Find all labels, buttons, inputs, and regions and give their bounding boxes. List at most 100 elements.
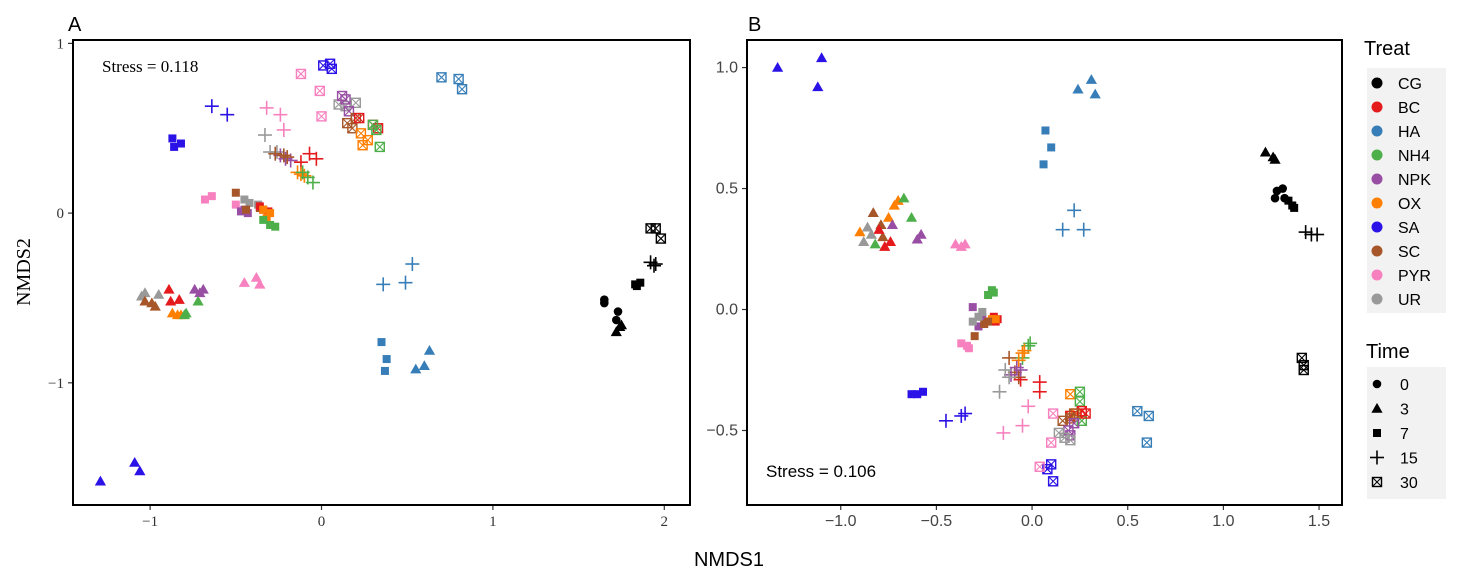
x-tick-label: 0.0	[1021, 513, 1043, 530]
point-pyr-t7	[200, 195, 209, 204]
point-cg-t0	[1278, 184, 1287, 193]
point-sc-t3	[149, 300, 161, 311]
point-nh4-t3	[869, 238, 881, 249]
point-nh4-t30	[371, 124, 382, 136]
legend-time-label-15: 15	[1400, 451, 1418, 468]
point-nh4-t3	[192, 295, 204, 306]
point-sa-t3	[772, 61, 784, 72]
point-cg-t15	[1310, 227, 1325, 242]
point-npk-t7	[974, 322, 983, 331]
point-ha-t15	[405, 257, 420, 272]
legend-time-symbol-0	[1372, 379, 1382, 389]
point-sa-t7	[907, 390, 916, 399]
panel-b-letter: B	[748, 14, 761, 36]
point-ha-t3	[1089, 88, 1101, 99]
point-cg-t7	[1284, 196, 1293, 205]
point-ha-t3	[423, 344, 436, 355]
point-cg-t3	[1259, 146, 1272, 157]
point-ha-t7	[382, 355, 391, 364]
point-pyr-t7	[957, 339, 966, 348]
point-pyr-t30	[314, 85, 325, 97]
point-sa-t15	[954, 408, 969, 423]
point-bc-t3	[163, 283, 175, 294]
y-tick-label: 0	[57, 206, 65, 222]
point-ha-t15	[1055, 222, 1070, 237]
point-sa-t15	[938, 413, 953, 428]
point-nh4-t30	[374, 141, 385, 153]
legend-label-nh4: NH4	[1398, 148, 1430, 165]
point-ha-t7	[380, 366, 389, 375]
point-ox-t15	[1015, 346, 1030, 361]
point-ur-t7	[240, 195, 249, 204]
legend-time-label-30: 30	[1400, 475, 1418, 492]
point-sc-t15	[276, 148, 291, 163]
point-cg-t15	[647, 258, 662, 273]
point-npk-t3	[915, 228, 927, 239]
point-sc-t15	[280, 150, 295, 165]
point-cg-t30	[1298, 364, 1309, 376]
legend-label-ha: HA	[1398, 124, 1421, 141]
legend-time-label-0: 0	[1400, 377, 1409, 394]
point-nh4-t3	[905, 211, 918, 222]
point-npk-t7	[968, 303, 977, 312]
point-bc-t3	[879, 241, 891, 251]
legend-time-label-7: 7	[1400, 426, 1409, 443]
y-tick-label: 0.5	[716, 181, 738, 198]
point-pyr-t7	[964, 344, 973, 353]
point-sa-t3	[94, 475, 107, 486]
legend-swatch-sa	[1371, 221, 1383, 233]
point-sa-t3	[129, 456, 141, 467]
legend-label-pyr: PYR	[1398, 268, 1431, 285]
panel-a-plot-area: −1 0 1 2 −1 0 1	[48, 36, 691, 530]
point-sa-t3	[812, 81, 824, 92]
point-sc-t3	[139, 295, 151, 306]
point-pyr-t15	[1021, 399, 1036, 414]
x-tick-label: 0	[318, 514, 326, 530]
point-nh4-t7	[271, 222, 280, 231]
point-ha-t30	[1141, 437, 1153, 448]
panel-a-letter: A	[68, 14, 82, 36]
point-nh4-t7	[266, 220, 275, 229]
point-pyr-t15	[276, 122, 291, 137]
point-pyr-t15	[259, 100, 274, 115]
point-ox-t30	[362, 134, 373, 146]
point-npk-t30	[340, 94, 351, 105]
point-pyr-t30	[295, 68, 307, 80]
point-ha-t7	[1039, 160, 1048, 169]
point-bc-t30	[1080, 408, 1091, 419]
legend-treat-title: Treat	[1364, 38, 1410, 60]
legend-label-ur: UR	[1398, 292, 1421, 309]
point-sc-t3	[867, 207, 879, 217]
legend-treat-items: CG BC HA NH4 NPK OX SA SC PYR UR	[1371, 76, 1431, 309]
point-ur-t3	[861, 221, 874, 232]
legend-time-symbol-3	[1371, 402, 1383, 413]
point-cg-t3	[610, 326, 622, 337]
point-ur-t30	[1065, 434, 1076, 446]
point-sa-t30	[326, 63, 337, 75]
point-pyr-t30	[1034, 461, 1045, 472]
point-ha-t30	[456, 84, 468, 95]
point-npk-t3	[886, 219, 899, 230]
point-ur-t15	[1002, 370, 1017, 385]
point-pyr-t3	[254, 278, 266, 289]
point-nh4-t3	[180, 307, 192, 318]
point-ox-t7	[266, 209, 275, 218]
point-ox-t3	[854, 226, 866, 237]
x-tick-label: 1	[489, 514, 497, 530]
point-ha-t15	[376, 277, 391, 292]
point-npk-t3	[189, 283, 201, 294]
point-ha-t30	[1143, 410, 1154, 422]
point-ha-t7	[1047, 143, 1056, 152]
point-cg-t3	[615, 319, 628, 330]
legend-time-symbol-15	[1370, 450, 1384, 465]
x-tick-label: −1.0	[825, 513, 857, 530]
point-bc-t3	[873, 224, 885, 234]
point-nh4-t15	[1023, 336, 1038, 351]
point-ha-t15	[1067, 203, 1082, 218]
point-sa-t7	[168, 134, 177, 143]
point-ur-t7	[245, 198, 254, 207]
point-ur-t30	[1059, 432, 1070, 443]
point-ox-t15	[1011, 353, 1026, 368]
x-tick-label: 1.5	[1308, 513, 1330, 530]
point-bc-t15	[1032, 384, 1047, 399]
